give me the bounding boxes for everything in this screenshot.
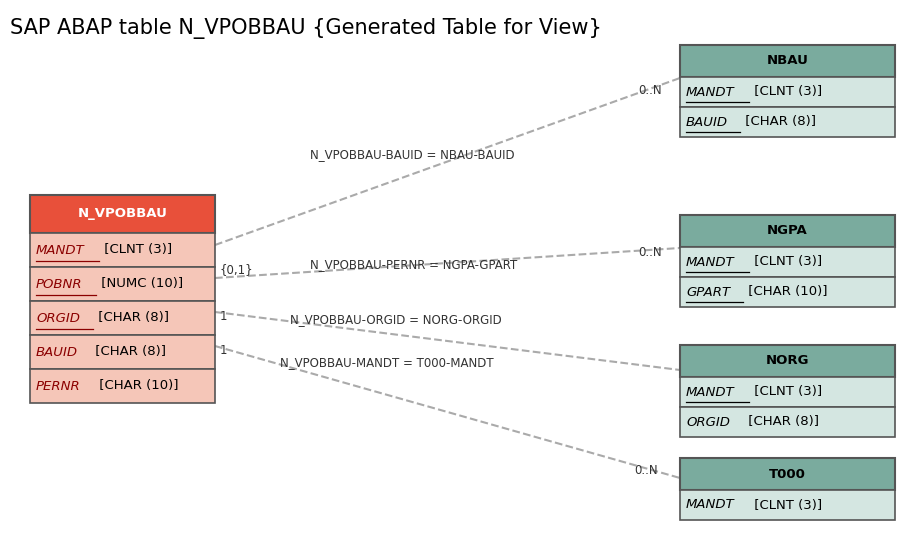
Text: 0..N: 0..N (634, 463, 658, 477)
Text: 1: 1 (220, 344, 228, 356)
Bar (30, 267, 215, 301)
Text: [CLNT (3)]: [CLNT (3)] (100, 244, 172, 256)
Text: N_VPOBBAU: N_VPOBBAU (77, 208, 167, 221)
Text: NGPA: NGPA (767, 225, 808, 238)
Text: NORG: NORG (766, 355, 810, 367)
Text: BAUID: BAUID (686, 115, 728, 128)
Text: NBAU: NBAU (766, 54, 809, 68)
Text: ORGID: ORGID (36, 311, 80, 324)
Text: [CLNT (3)]: [CLNT (3)] (750, 385, 822, 399)
Bar (680, 247, 895, 277)
Text: PERNR: PERNR (36, 379, 81, 393)
Text: [CHAR (8)]: [CHAR (8)] (91, 345, 166, 358)
Text: N_VPOBBAU-PERNR = NGPA-GPART: N_VPOBBAU-PERNR = NGPA-GPART (310, 259, 517, 272)
Text: MANDT: MANDT (686, 255, 735, 268)
Bar (30, 369, 215, 403)
Text: MANDT: MANDT (686, 498, 735, 512)
Bar (680, 345, 895, 377)
Text: [CHAR (10)]: [CHAR (10)] (744, 285, 827, 299)
Bar (680, 77, 895, 107)
Text: [CHAR (8)]: [CHAR (8)] (94, 311, 169, 324)
Bar (30, 233, 215, 267)
Bar (680, 407, 895, 437)
Text: [NUMC (10)]: [NUMC (10)] (97, 277, 183, 290)
Bar (30, 301, 215, 335)
Bar (30, 335, 215, 369)
Text: GPART: GPART (686, 285, 730, 299)
Text: [CHAR (8)]: [CHAR (8)] (742, 115, 816, 128)
Text: MANDT: MANDT (686, 86, 735, 98)
Text: N_VPOBBAU-BAUID = NBAU-BAUID: N_VPOBBAU-BAUID = NBAU-BAUID (310, 148, 515, 161)
Text: MANDT: MANDT (36, 244, 85, 256)
Text: [CLNT (3)]: [CLNT (3)] (750, 498, 822, 512)
Text: 1: 1 (220, 311, 228, 323)
Bar (680, 107, 895, 137)
Text: ORGID: ORGID (686, 416, 730, 429)
Bar (680, 458, 895, 490)
Text: [CHAR (8)]: [CHAR (8)] (743, 416, 819, 429)
Text: [CLNT (3)]: [CLNT (3)] (750, 86, 822, 98)
Text: BAUID: BAUID (36, 345, 78, 358)
Bar (680, 45, 895, 77)
Bar (30, 195, 215, 233)
Bar (680, 490, 895, 520)
Bar (680, 277, 895, 307)
Text: 0..N: 0..N (638, 85, 662, 98)
Text: [CLNT (3)]: [CLNT (3)] (750, 255, 822, 268)
Text: {0,1}: {0,1} (220, 264, 254, 277)
Text: POBNR: POBNR (36, 277, 83, 290)
Text: T000: T000 (769, 468, 806, 480)
Text: MANDT: MANDT (686, 385, 735, 399)
Text: N_VPOBBAU-MANDT = T000-MANDT: N_VPOBBAU-MANDT = T000-MANDT (280, 356, 494, 369)
Text: 0..N: 0..N (638, 247, 662, 260)
Text: [CHAR (10)]: [CHAR (10)] (95, 379, 178, 393)
Text: SAP ABAP table N_VPOBBAU {Generated Table for View}: SAP ABAP table N_VPOBBAU {Generated Tabl… (10, 18, 602, 39)
Bar (680, 377, 895, 407)
Bar (680, 215, 895, 247)
Text: N_VPOBBAU-ORGID = NORG-ORGID: N_VPOBBAU-ORGID = NORG-ORGID (290, 313, 502, 327)
